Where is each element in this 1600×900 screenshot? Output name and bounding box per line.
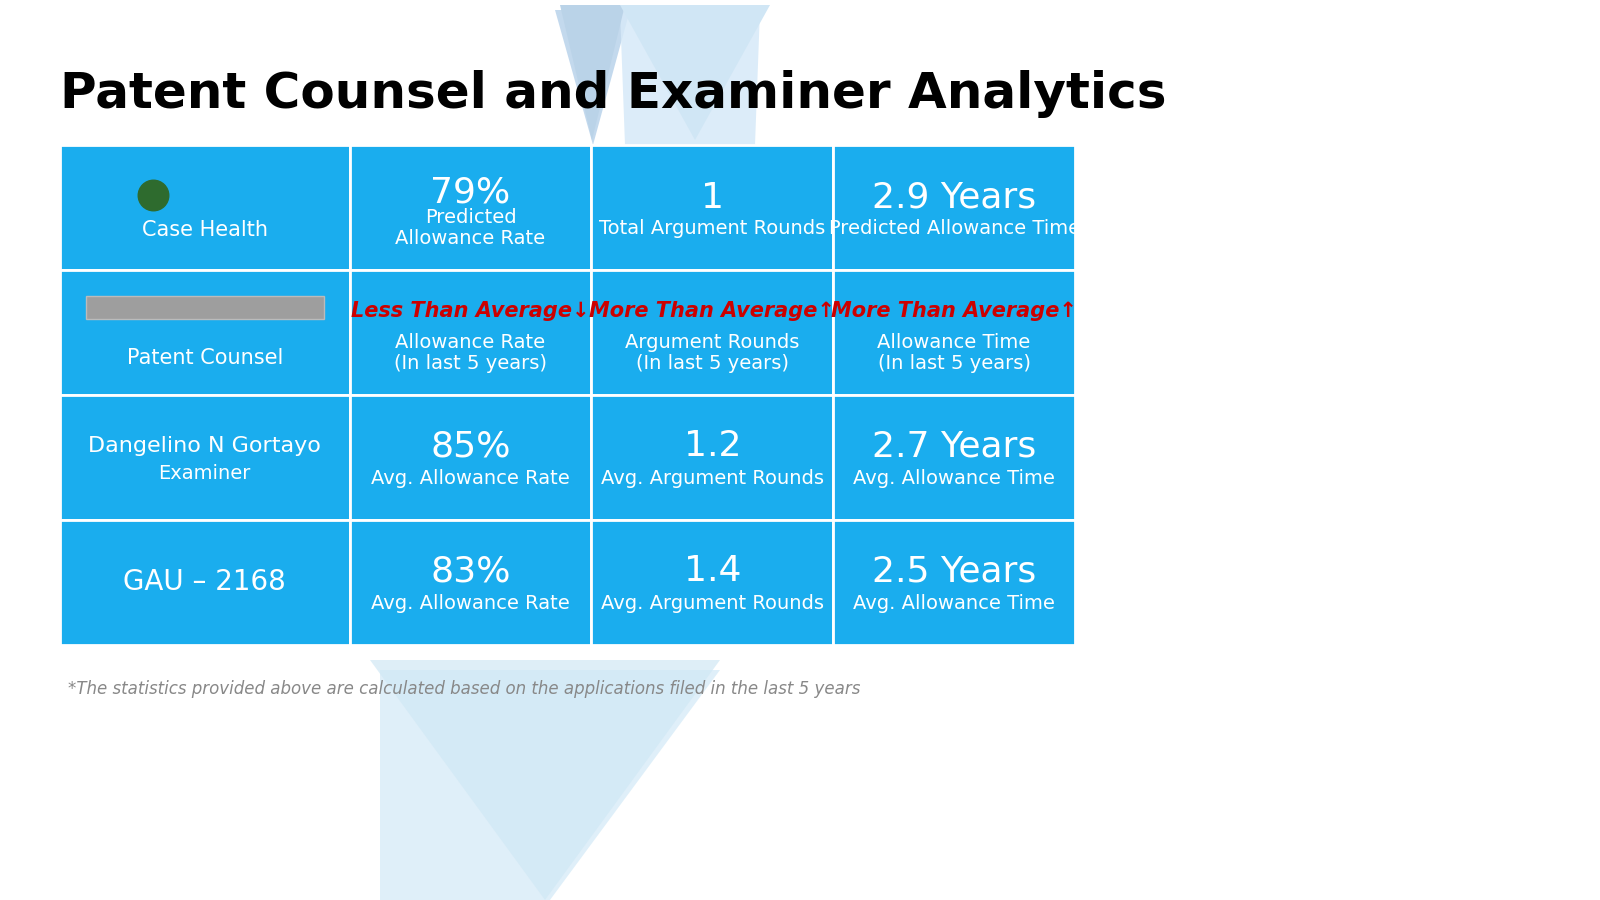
- Bar: [61, 395, 349, 520]
- Text: 85%: 85%: [430, 429, 510, 464]
- Text: 83%: 83%: [430, 554, 510, 589]
- Text: Less Than Average↓: Less Than Average↓: [352, 302, 590, 321]
- Text: Allowance Time: Allowance Time: [877, 333, 1030, 352]
- Text: Patent Counsel and Examiner Analytics: Patent Counsel and Examiner Analytics: [61, 70, 1166, 118]
- Text: (In last 5 years): (In last 5 years): [635, 355, 789, 374]
- Text: Avg. Allowance Time: Avg. Allowance Time: [853, 594, 1054, 613]
- Polygon shape: [621, 10, 760, 145]
- Polygon shape: [621, 5, 770, 140]
- Text: Allowance Rate: Allowance Rate: [395, 333, 546, 352]
- Bar: [349, 270, 592, 395]
- Bar: [61, 145, 349, 270]
- Polygon shape: [560, 5, 626, 140]
- Text: Allowance Rate: Allowance Rate: [395, 230, 546, 248]
- Text: Predicted: Predicted: [424, 208, 517, 227]
- Bar: [592, 270, 834, 395]
- Text: (In last 5 years): (In last 5 years): [394, 355, 547, 374]
- Polygon shape: [381, 670, 720, 900]
- Bar: [349, 145, 592, 270]
- Text: Examiner: Examiner: [158, 464, 251, 483]
- Bar: [592, 145, 834, 270]
- Text: 1.2: 1.2: [683, 429, 741, 464]
- Text: 2.5 Years: 2.5 Years: [872, 554, 1037, 589]
- Polygon shape: [370, 660, 720, 900]
- Text: Patent Counsel: Patent Counsel: [126, 347, 283, 367]
- Bar: [86, 296, 323, 319]
- Text: Avg. Allowance Rate: Avg. Allowance Rate: [371, 469, 570, 488]
- Text: More Than Average↑: More Than Average↑: [830, 302, 1077, 321]
- Bar: [349, 520, 592, 645]
- Text: Argument Rounds: Argument Rounds: [626, 333, 800, 352]
- Text: Dangelino N Gortayo: Dangelino N Gortayo: [88, 436, 322, 456]
- Text: Case Health: Case Health: [142, 220, 267, 240]
- Polygon shape: [555, 10, 630, 145]
- Text: GAU – 2168: GAU – 2168: [123, 569, 286, 597]
- Text: 2.9 Years: 2.9 Years: [872, 181, 1037, 214]
- Text: 79%: 79%: [430, 176, 510, 210]
- Bar: [834, 395, 1075, 520]
- Bar: [61, 270, 349, 395]
- Text: Avg. Argument Rounds: Avg. Argument Rounds: [600, 594, 824, 613]
- Bar: [592, 395, 834, 520]
- Bar: [61, 520, 349, 645]
- Bar: [834, 270, 1075, 395]
- Bar: [349, 395, 592, 520]
- Text: Total Argument Rounds: Total Argument Rounds: [598, 220, 826, 238]
- Bar: [592, 520, 834, 645]
- Text: Avg. Allowance Rate: Avg. Allowance Rate: [371, 594, 570, 613]
- Text: Avg. Argument Rounds: Avg. Argument Rounds: [600, 469, 824, 488]
- Text: 2.7 Years: 2.7 Years: [872, 429, 1037, 464]
- Text: Avg. Allowance Time: Avg. Allowance Time: [853, 469, 1054, 488]
- Text: 1: 1: [701, 181, 723, 214]
- Text: (In last 5 years): (In last 5 years): [877, 355, 1030, 374]
- Bar: [834, 145, 1075, 270]
- Bar: [834, 520, 1075, 645]
- Text: 1.4: 1.4: [683, 554, 741, 589]
- Text: Predicted Allowance Time: Predicted Allowance Time: [829, 220, 1080, 238]
- Text: *The statistics provided above are calculated based on the applications filed in: *The statistics provided above are calcu…: [67, 680, 861, 698]
- Text: More Than Average↑: More Than Average↑: [589, 302, 835, 321]
